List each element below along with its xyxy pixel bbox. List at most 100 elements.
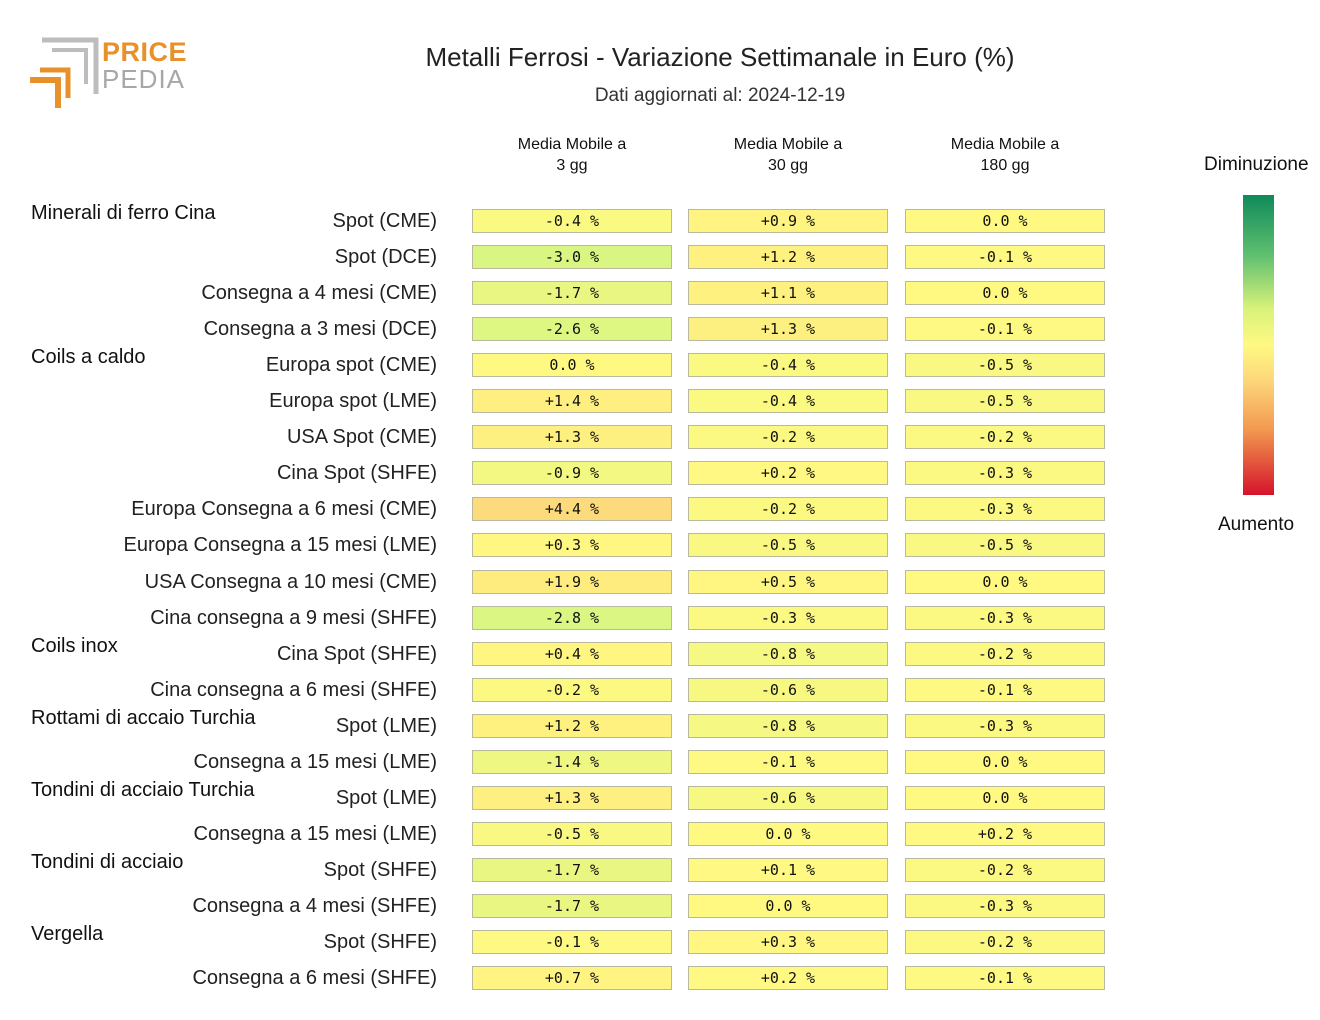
- heatmap-cell: 0.0 %: [905, 209, 1105, 233]
- logo-mark-icon: [30, 37, 99, 108]
- row-label: Consegna a 15 mesi (LME): [193, 822, 437, 845]
- heatmap-cell: +1.2 %: [688, 245, 888, 270]
- heatmap-cell: -3.0 %: [472, 245, 672, 270]
- heatmap-cell: -0.3 %: [905, 461, 1105, 486]
- heatmap-cell: +1.9 %: [472, 569, 672, 594]
- heatmap-cell: 0.0 %: [688, 893, 888, 918]
- heatmap-cell: 0.0 %: [905, 569, 1105, 594]
- heatmap-cell: -0.2 %: [905, 641, 1105, 666]
- heatmap-cell: -0.9 %: [472, 461, 672, 486]
- logo-text-pedia: PEDIA: [102, 64, 186, 94]
- heatmap-cell: 0.0 %: [688, 821, 888, 846]
- column-header: Media Mobile a 30 gg: [733, 136, 843, 174]
- heatmap-cell: -0.4 %: [688, 353, 888, 378]
- heatmap-cell: -0.5 %: [905, 353, 1105, 378]
- heatmap-cell: 0.0 %: [472, 353, 672, 378]
- heatmap-cell: 0.0 %: [905, 785, 1105, 810]
- group-label: Vergella: [31, 923, 104, 945]
- row-label: Consegna a 4 mesi (SHFE): [192, 894, 437, 917]
- group-label: Rottami di accaio Turchia: [31, 706, 256, 729]
- heatmap-cell: +1.1 %: [688, 281, 888, 306]
- row-label: Cina consegna a 9 mesi (SHFE): [150, 606, 437, 629]
- legend-bottom-label: Aumento: [1218, 514, 1295, 535]
- heatmap-cell: -2.6 %: [472, 317, 672, 342]
- heatmap-cell: +0.4 %: [472, 641, 672, 666]
- heatmap-cell: -0.2 %: [905, 425, 1105, 450]
- row-label: Spot (DCE): [334, 246, 437, 269]
- heatmap-cell: +0.3 %: [472, 533, 672, 558]
- heatmap-cell: -0.4 %: [472, 209, 672, 233]
- heatmap-cell: -0.1 %: [905, 245, 1105, 270]
- heatmap-cell: -0.6 %: [688, 785, 888, 810]
- heatmap-cell: -1.7 %: [472, 857, 672, 882]
- heatmap-cell: -0.3 %: [905, 713, 1105, 738]
- pricepedia-logo: PRICE PEDIA: [28, 36, 188, 111]
- heatmap-cell: -0.6 %: [688, 677, 888, 702]
- heatmap-cell: +1.2 %: [472, 713, 672, 738]
- legend-colorbar: [1243, 195, 1274, 495]
- heatmap-cell: -1.7 %: [472, 893, 672, 918]
- heatmap-cell: 0.0 %: [905, 281, 1105, 306]
- heatmap-cell: -0.2 %: [472, 677, 672, 702]
- heatmap-cell: +1.3 %: [472, 785, 672, 810]
- row-label: Cina Spot (SHFE): [276, 462, 437, 485]
- heatmap-cell: +0.2 %: [688, 966, 888, 991]
- column-header: Media Mobile a 3 gg: [517, 136, 627, 174]
- group-label: Tondini di acciaio Turchia: [31, 778, 255, 801]
- heatmap-cell: -0.1 %: [905, 677, 1105, 702]
- row-label: Spot (LME): [335, 786, 437, 809]
- row-label: Consegna a 3 mesi (DCE): [203, 318, 437, 341]
- chart-subtitle: Dati aggiornati al: 2024-12-19: [594, 85, 846, 106]
- column-header: Media Mobile a 180 gg: [950, 136, 1060, 174]
- heatmap-cell: +0.2 %: [905, 821, 1105, 846]
- heatmap-cell: -1.7 %: [472, 281, 672, 306]
- heatmap-cell: -0.5 %: [688, 533, 888, 558]
- heatmap-cell: -0.1 %: [472, 930, 672, 954]
- heatmap-cell: -0.2 %: [905, 857, 1105, 882]
- heatmap-cell: +1.3 %: [472, 425, 672, 450]
- row-label: Spot (SHFE): [323, 931, 437, 953]
- row-label: Consegna a 15 mesi (LME): [193, 750, 437, 773]
- heatmap-cell: -0.8 %: [688, 713, 888, 738]
- group-label: Coils inox: [31, 634, 118, 657]
- heatmap-cell: +0.7 %: [472, 966, 672, 991]
- heatmap-cell: +0.3 %: [688, 930, 888, 954]
- heatmap-cell: -0.1 %: [688, 749, 888, 774]
- row-label: Consegna a 4 mesi (CME): [201, 282, 437, 305]
- heatmap-cell: -0.1 %: [905, 966, 1105, 991]
- group-label: Minerali di ferro Cina: [31, 202, 216, 224]
- chart-title: Metalli Ferrosi - Variazione Settimanale…: [425, 42, 1015, 72]
- group-label: Tondini di acciaio: [31, 850, 184, 873]
- heatmap-cell: +4.4 %: [472, 497, 672, 522]
- group-label: Coils a caldo: [31, 346, 146, 369]
- row-label: USA Spot (CME): [286, 426, 437, 449]
- heatmap-cell: -0.1 %: [905, 317, 1105, 342]
- row-label: Consegna a 6 mesi (SHFE): [192, 967, 437, 990]
- row-label: Spot (CME): [332, 210, 437, 232]
- heatmap-cell: -0.5 %: [905, 389, 1105, 414]
- row-label: Europa Consegna a 15 mesi (LME): [123, 534, 438, 557]
- heatmap-cell: -0.2 %: [688, 425, 888, 450]
- row-label: Spot (SHFE): [323, 858, 437, 881]
- heatmap-cell: -0.5 %: [905, 533, 1105, 558]
- heatmap-cell: -0.3 %: [905, 893, 1105, 918]
- heatmap-cell: 0.0 %: [905, 749, 1105, 774]
- heatmap-cell: -2.8 %: [472, 605, 672, 630]
- heatmap-cell: -0.5 %: [472, 821, 672, 846]
- row-label: Cina consegna a 6 mesi (SHFE): [150, 678, 437, 701]
- heatmap-cell: -0.4 %: [688, 389, 888, 414]
- row-label: Cina Spot (SHFE): [276, 642, 437, 665]
- row-label: Spot (LME): [335, 714, 437, 737]
- row-label: Europa spot (LME): [269, 390, 437, 413]
- heatmap-cell: +0.5 %: [688, 569, 888, 594]
- row-label: Europa Consegna a 6 mesi (CME): [131, 498, 437, 521]
- row-label: USA Consegna a 10 mesi (CME): [144, 570, 437, 593]
- heatmap-cell: -0.3 %: [905, 497, 1105, 522]
- heatmap-cell: +1.4 %: [472, 389, 672, 414]
- logo-text-price: PRICE: [102, 37, 188, 67]
- heatmap-cell: -0.3 %: [905, 605, 1105, 630]
- row-label: Europa spot (CME): [265, 354, 437, 377]
- heatmap-cell: -0.2 %: [905, 930, 1105, 954]
- legend-top-label: Diminuzione: [1204, 154, 1309, 175]
- heatmap-cell: -0.2 %: [688, 497, 888, 522]
